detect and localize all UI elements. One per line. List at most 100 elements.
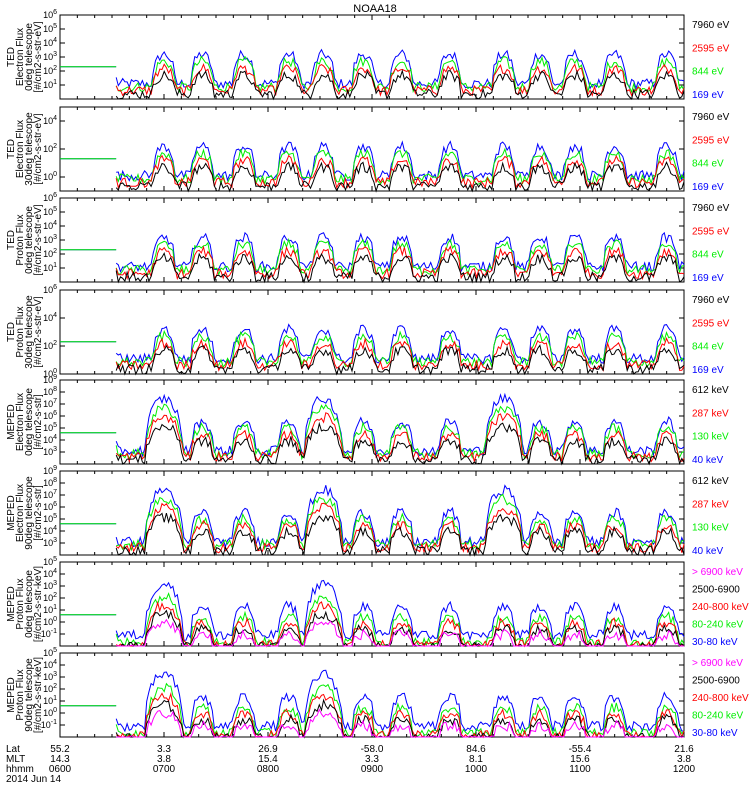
bottom-hhmm-value: 0700 (153, 764, 176, 775)
bottom-lat-value: 26.9 (258, 744, 278, 755)
channel-label: 169 eV (692, 182, 724, 193)
series-line-4 (115, 251, 685, 284)
y-tick-label: 101 (43, 604, 57, 615)
channel-label: 2595 eV (692, 318, 730, 329)
y-tick-label: 101 (43, 262, 57, 273)
series-line-3 (115, 245, 685, 281)
y-tick-label: 106 (43, 501, 57, 512)
y-tick-label: 108 (43, 477, 57, 488)
series-line-2 (115, 55, 685, 94)
y-tick-label: 105 (43, 422, 57, 433)
series-line-4 (116, 609, 685, 648)
bottom-lat-value: 21.6 (674, 744, 694, 755)
y-tick-label: 106 (43, 9, 57, 20)
y-tick-label: 103 (43, 51, 57, 62)
series-line-1 (115, 484, 685, 549)
y-tick-label: 106 (43, 284, 57, 295)
panel-ylabel: TEDProton Flux30deg telescope[#/cm2-s-st… (6, 295, 44, 369)
channel-label: 7960 eV (692, 295, 730, 306)
y-tick-label: 101 (43, 695, 57, 706)
series-line-1 (115, 323, 685, 365)
bottom-mlt-value: 3.8 (157, 754, 171, 765)
panel-ylabel: MEPEDElectron Flux90deg telescope[#/cm2-… (6, 476, 44, 550)
bottom-mlt-value: 8.1 (469, 754, 483, 765)
bottom-mlt-value: 3.8 (677, 754, 691, 765)
panel-frame (59, 14, 685, 100)
y-tick-label: 105 (43, 23, 57, 34)
y-tick-label: 104 (43, 525, 57, 536)
y-tick-label: 103 (43, 671, 57, 682)
channel-label: 130 keV (692, 523, 729, 534)
y-tick-label: 105 (43, 206, 57, 217)
y-tick-label: 100 (43, 171, 57, 182)
y-tick-label: 100 (43, 616, 57, 627)
channel-label: 7960 eV (692, 112, 730, 123)
panel-frame (59, 197, 685, 283)
label-mlt: MLT (6, 754, 25, 765)
y-tick-label: 106 (43, 410, 57, 421)
channel-label: 287 keV (692, 499, 729, 510)
panel-ylabel: TEDElectron Flux0deg telescope[#/cm2-s-s… (6, 21, 44, 92)
channel-label: 130 keV (692, 432, 729, 443)
y-tick-label: 106 (43, 192, 57, 203)
panel-ylabel: TEDProton Flux0deg telescope[#/cm2-s-str… (6, 204, 44, 275)
channel-label: 240-800 keV (692, 602, 749, 613)
channel-label: 2595 eV (692, 135, 730, 146)
y-tick-label: 10-1 (41, 719, 57, 730)
series-line-1 (115, 392, 685, 458)
y-tick-label: 100 (43, 368, 57, 379)
y-tick-label: 103 (43, 446, 57, 457)
channel-label: 844 eV (692, 159, 724, 170)
channel-label: > 6900 keV (692, 658, 743, 669)
channel-label: > 6900 keV (692, 567, 743, 578)
series-line-2 (115, 329, 685, 369)
bottom-hhmm-value: 0900 (361, 764, 384, 775)
channel-label: 612 keV (692, 476, 729, 487)
bottom-hhmm-value: 0800 (257, 764, 280, 775)
y-tick-label: 103 (43, 537, 57, 548)
y-tick-label: 105 (43, 556, 57, 567)
y-tick-label: 102 (43, 248, 57, 259)
bottom-hhmm-value: 1200 (673, 764, 696, 775)
channel-label: 2500-6900 (692, 676, 740, 687)
label-date: 2014 Jun 14 (6, 774, 61, 785)
channel-label: 2500-6900 (692, 585, 740, 596)
y-tick-label: 103 (43, 580, 57, 591)
channel-label: 169 eV (692, 273, 724, 284)
channel-label: 30-80 keV (692, 728, 738, 739)
y-tick-label: 104 (43, 434, 57, 445)
figure-title: NOAA18 (353, 3, 396, 15)
y-tick-label: 107 (43, 398, 57, 409)
y-tick-label: 105 (43, 647, 57, 658)
series-line-5 (116, 708, 684, 738)
y-tick-label: 102 (43, 592, 57, 603)
channel-label: 7960 eV (692, 20, 730, 31)
channel-label: 2595 eV (692, 43, 730, 54)
channel-label: 80-240 keV (692, 711, 743, 722)
y-tick-label: 103 (43, 234, 57, 245)
y-tick-label: 104 (43, 220, 57, 231)
series-line-4 (115, 69, 685, 101)
channel-label: 844 eV (692, 250, 724, 261)
channel-label: 40 keV (692, 455, 723, 466)
bottom-lat-value: -55.4 (569, 744, 592, 755)
y-tick-label: 102 (43, 143, 57, 154)
series-line-4 (115, 421, 685, 466)
series-line-2 (115, 403, 685, 461)
bottom-lat-value: 84.6 (466, 744, 486, 755)
panel-ylabel: MEPEDProton Flux0deg telescope[#/cm2-s-s… (6, 566, 44, 642)
y-tick-label: 104 (43, 115, 57, 126)
panel-ylabel: TEDElectron Flux30deg telescope[#/cm2-s-… (6, 112, 44, 186)
channel-label: 844 eV (692, 342, 724, 353)
y-tick-label: 107 (43, 489, 57, 500)
series-line-5 (116, 618, 684, 647)
channel-label: 80-240 keV (692, 620, 743, 631)
